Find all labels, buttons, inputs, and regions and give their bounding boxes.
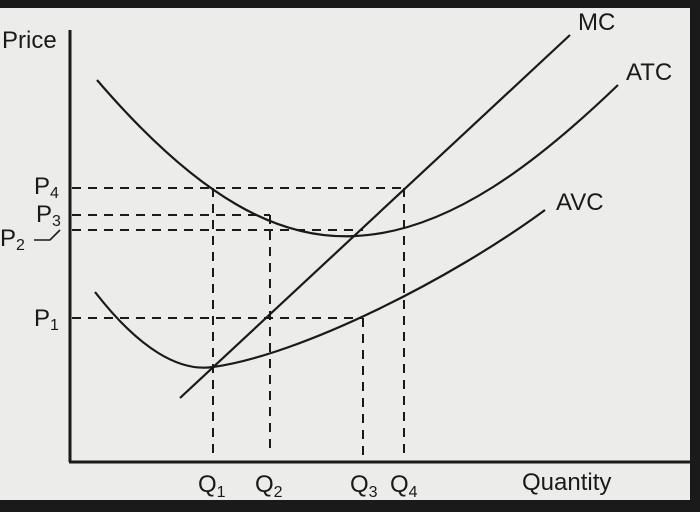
quantity-label: Q2: [255, 471, 283, 501]
quantity-label: Q1: [198, 471, 226, 501]
p2-pointer: [34, 229, 61, 241]
symbol: Q: [350, 471, 369, 498]
subscript: 4: [50, 185, 59, 202]
symbol: Q: [390, 471, 409, 498]
symbol: P: [0, 225, 16, 252]
quantity-label: Q3: [350, 471, 378, 501]
x-axis-label: Quantity: [522, 469, 611, 496]
subscript: 2: [16, 237, 25, 254]
subscript: 3: [369, 484, 378, 501]
symbol: Q: [198, 471, 217, 498]
atc-curve: [96, 79, 619, 238]
symbol: P: [34, 173, 50, 200]
subscript: 3: [52, 213, 61, 230]
price-label: P4: [34, 173, 59, 202]
symbol: P: [34, 305, 50, 332]
symbol: P: [36, 201, 52, 228]
symbol: Q: [255, 471, 274, 498]
curve-label: AVC: [556, 189, 604, 216]
subscript: 4: [409, 484, 418, 501]
guides: [72, 187, 405, 455]
price-label: P1: [34, 305, 59, 334]
subscript: 1: [50, 317, 59, 334]
background: [0, 8, 690, 500]
mc-curve: [179, 34, 571, 399]
y-axis-label: Price: [2, 27, 57, 54]
curve-label: MC: [578, 9, 615, 36]
avc-curve: [94, 209, 546, 369]
price-label: P2: [0, 225, 25, 254]
quantity-label: Q4: [390, 471, 418, 501]
subscript: 1: [217, 484, 226, 501]
price-label: P3: [36, 201, 61, 230]
curve-label: ATC: [626, 59, 672, 86]
subscript: 2: [274, 484, 283, 501]
